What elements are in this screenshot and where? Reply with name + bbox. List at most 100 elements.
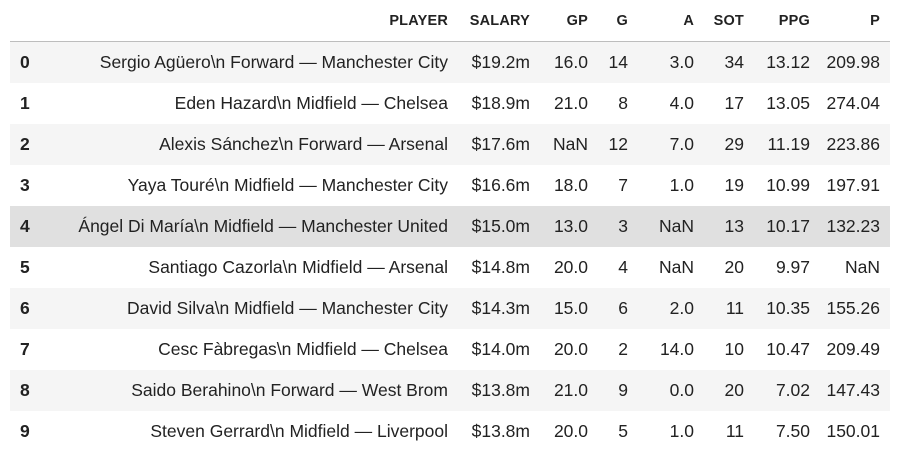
table-row: 8 Saido Berahino\n Forward — West Brom $13… xyxy=(10,370,890,411)
cell-sot: 20 xyxy=(724,380,744,400)
row-index: 2 xyxy=(20,134,30,154)
cell-gp: 15.0 xyxy=(553,298,588,318)
cell-ppg: 13.12 xyxy=(766,52,810,72)
table-row: 9 Steven Gerrard\n Midfield — Liverpool $1… xyxy=(10,411,890,452)
cell-gp: 20.0 xyxy=(553,339,588,359)
header-row: PLAYER SALARY GP G A SOT PPG P xyxy=(10,0,890,42)
cell-ppg: 10.47 xyxy=(766,339,810,359)
cell-g: 7 xyxy=(618,175,628,195)
cell-g: 4 xyxy=(618,257,628,277)
table-row: 4 Ángel Di María\n Midfield — Manchester … xyxy=(10,206,890,247)
cell-player: David Silva\n Midfield — Manchester City xyxy=(127,298,448,318)
row-index: 3 xyxy=(20,175,30,195)
row-index: 0 xyxy=(20,52,30,72)
cell-salary: $14.8m xyxy=(471,257,530,277)
cell-a: NaN xyxy=(658,257,694,277)
row-index: 6 xyxy=(20,298,30,318)
column-header-a: A xyxy=(638,0,704,42)
cell-p: 150.01 xyxy=(826,421,880,441)
cell-a: 14.0 xyxy=(659,339,694,359)
cell-p: 197.91 xyxy=(826,175,880,195)
cell-ppg: 10.35 xyxy=(766,298,810,318)
cell-player: Steven Gerrard\n Midfield — Liverpool xyxy=(150,421,448,441)
cell-gp: 20.0 xyxy=(553,421,588,441)
cell-sot: 11 xyxy=(725,421,744,441)
table-row: 5 Santiago Cazorla\n Midfield — Arsenal $1… xyxy=(10,247,890,288)
cell-g: 12 xyxy=(608,134,628,154)
cell-p: 155.26 xyxy=(826,298,880,318)
column-header-g: G xyxy=(598,0,638,42)
cell-g: 3 xyxy=(618,216,628,236)
cell-g: 6 xyxy=(618,298,628,318)
cell-ppg: 13.05 xyxy=(766,93,810,113)
cell-g: 14 xyxy=(608,52,628,72)
cell-p: 223.86 xyxy=(826,134,880,154)
cell-a: 0.0 xyxy=(669,380,694,400)
table-row: 0 Sergio Agüero\n Forward — Manchester Ci… xyxy=(10,41,890,83)
cell-gp: NaN xyxy=(552,134,588,154)
row-index: 8 xyxy=(20,380,30,400)
cell-sot: 20 xyxy=(724,257,744,277)
cell-salary: $13.8m xyxy=(471,380,530,400)
column-header-salary: SALARY xyxy=(458,0,540,42)
cell-salary: $19.2m xyxy=(471,52,530,72)
cell-a: 7.0 xyxy=(669,134,694,154)
row-index: 7 xyxy=(20,339,30,359)
cell-salary: $15.0m xyxy=(471,216,530,236)
cell-gp: 18.0 xyxy=(553,175,588,195)
cell-ppg: 9.97 xyxy=(775,257,810,277)
cell-ppg: 10.17 xyxy=(766,216,810,236)
column-header-p: P xyxy=(820,0,890,42)
row-index: 5 xyxy=(20,257,30,277)
index-header xyxy=(10,0,48,42)
cell-a: NaN xyxy=(658,216,694,236)
cell-sot: 11 xyxy=(725,298,744,318)
cell-sot: 34 xyxy=(724,52,744,72)
cell-a: 4.0 xyxy=(669,93,694,113)
cell-player: Alexis Sánchez\n Forward — Arsenal xyxy=(159,134,448,154)
cell-player: Cesc Fàbregas\n Midfield — Chelsea xyxy=(158,339,448,359)
cell-player: Saido Berahino\n Forward — West Brom xyxy=(131,380,448,400)
cell-gp: 16.0 xyxy=(553,52,588,72)
table-body: 0 Sergio Agüero\n Forward — Manchester Ci… xyxy=(10,41,890,452)
cell-salary: $14.3m xyxy=(471,298,530,318)
table-row: 6 David Silva\n Midfield — Manchester Cit… xyxy=(10,288,890,329)
cell-sot: 29 xyxy=(724,134,744,154)
cell-player: Yaya Touré\n Midfield — Manchester City xyxy=(127,175,448,195)
cell-salary: $17.6m xyxy=(471,134,530,154)
cell-p: 147.43 xyxy=(826,380,880,400)
column-header-ppg: PPG xyxy=(754,0,820,42)
cell-salary: $14.0m xyxy=(471,339,530,359)
cell-ppg: 7.50 xyxy=(775,421,810,441)
cell-salary: $18.9m xyxy=(471,93,530,113)
cell-p: 209.98 xyxy=(826,52,880,72)
cell-g: 5 xyxy=(618,421,628,441)
dataframe-container: PLAYER SALARY GP G A SOT PPG P 0 Sergio A… xyxy=(10,0,890,452)
cell-a: 3.0 xyxy=(669,52,694,72)
table-row: 2 Alexis Sánchez\n Forward — Arsenal $17.6… xyxy=(10,124,890,165)
cell-p: NaN xyxy=(844,257,880,277)
table-row: 7 Cesc Fàbregas\n Midfield — Chelsea $14.0… xyxy=(10,329,890,370)
cell-g: 9 xyxy=(618,380,628,400)
cell-p: 274.04 xyxy=(826,93,880,113)
table-header: PLAYER SALARY GP G A SOT PPG P xyxy=(10,0,890,42)
cell-ppg: 11.19 xyxy=(767,134,811,154)
table-row: 3 Yaya Touré\n Midfield — Manchester City… xyxy=(10,165,890,206)
column-header-player: PLAYER xyxy=(48,0,458,42)
row-index: 1 xyxy=(20,93,30,113)
column-header-gp: GP xyxy=(540,0,598,42)
table-row: 1 Eden Hazard\n Midfield — Chelsea $18.9m 2… xyxy=(10,83,890,124)
cell-gp: 21.0 xyxy=(553,380,588,400)
cell-sot: 19 xyxy=(724,175,744,195)
cell-player: Sergio Agüero\n Forward — Manchester Cit… xyxy=(99,52,448,72)
cell-p: 132.23 xyxy=(826,216,880,236)
cell-sot: 10 xyxy=(724,339,744,359)
cell-sot: 17 xyxy=(724,93,744,113)
cell-a: 1.0 xyxy=(669,421,694,441)
row-index: 4 xyxy=(20,216,30,236)
cell-gp: 20.0 xyxy=(553,257,588,277)
cell-a: 1.0 xyxy=(669,175,694,195)
cell-player: Santiago Cazorla\n Midfield — Arsenal xyxy=(148,257,448,277)
cell-salary: $13.8m xyxy=(471,421,530,441)
cell-player: Ángel Di María\n Midfield — Manchester U… xyxy=(78,216,448,236)
